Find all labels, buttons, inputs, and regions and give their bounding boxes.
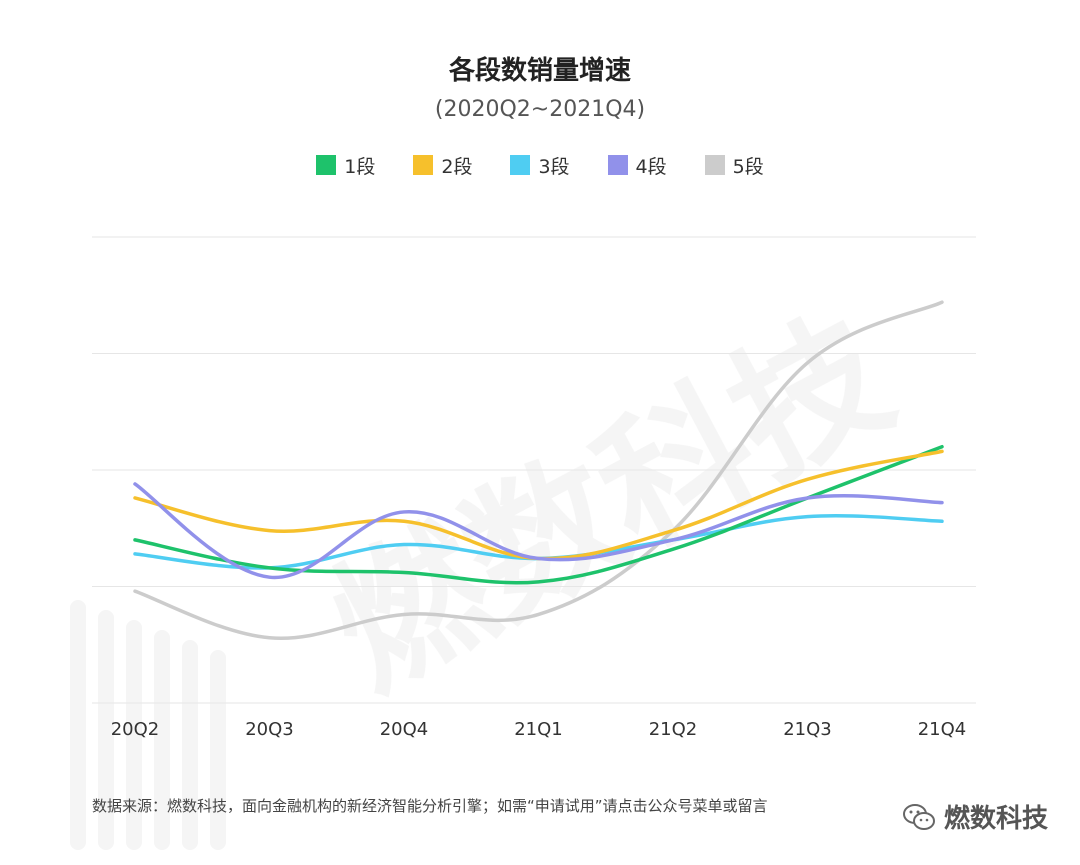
x-tick-label: 21Q1 bbox=[514, 719, 563, 740]
legend-swatch bbox=[510, 155, 531, 175]
legend-item-3: 3段 bbox=[510, 152, 570, 179]
legend-label: 5段 bbox=[732, 155, 764, 178]
series-line-5 bbox=[133, 300, 944, 641]
brand: 燃数科技 bbox=[902, 798, 1048, 835]
watermark-bar bbox=[154, 630, 170, 850]
x-tick-label: 21Q3 bbox=[783, 719, 832, 740]
watermark: 燃数科技 bbox=[70, 286, 917, 850]
legend-swatch bbox=[704, 155, 725, 175]
legend-swatch bbox=[607, 155, 628, 175]
brand-name: 燃数科技 bbox=[943, 804, 1048, 834]
legend-label: 2段 bbox=[441, 155, 473, 178]
legend-label: 4段 bbox=[635, 155, 667, 178]
legend-item-2: 2段 bbox=[413, 152, 472, 179]
watermark-bar bbox=[70, 600, 86, 850]
watermark-bar bbox=[98, 610, 114, 850]
source-note: 数据来源：燃数科技，面向金融机构的新经济智能分析引擎；如需“申请试用”请点击公众… bbox=[92, 797, 768, 815]
series-line-4 bbox=[133, 482, 944, 579]
chart-subtitle: (2020Q2~2021Q4) bbox=[434, 97, 646, 122]
watermark-bar bbox=[210, 650, 226, 850]
x-tick-label: 20Q4 bbox=[380, 719, 429, 740]
wechat-icon bbox=[902, 803, 935, 830]
chart-title: 各段数销量增速 bbox=[448, 56, 631, 86]
legend-item-5: 5段 bbox=[704, 152, 764, 179]
legend-swatch bbox=[316, 155, 337, 175]
legend-label: 3段 bbox=[538, 155, 570, 178]
x-tick-label: 20Q2 bbox=[111, 719, 160, 740]
legend-item-1: 1段 bbox=[316, 152, 375, 179]
legend-swatch bbox=[413, 155, 434, 175]
x-tick-label: 21Q4 bbox=[918, 719, 967, 740]
watermark-bar bbox=[182, 640, 198, 850]
legend: 1段 2段 3段 4段 5段 bbox=[0, 150, 1080, 180]
x-tick-label: 20Q3 bbox=[245, 719, 294, 740]
watermark-bar bbox=[126, 620, 142, 850]
legend-label: 1段 bbox=[344, 155, 376, 178]
x-tick-label: 21Q2 bbox=[649, 719, 698, 740]
legend-item-4: 4段 bbox=[607, 152, 667, 179]
